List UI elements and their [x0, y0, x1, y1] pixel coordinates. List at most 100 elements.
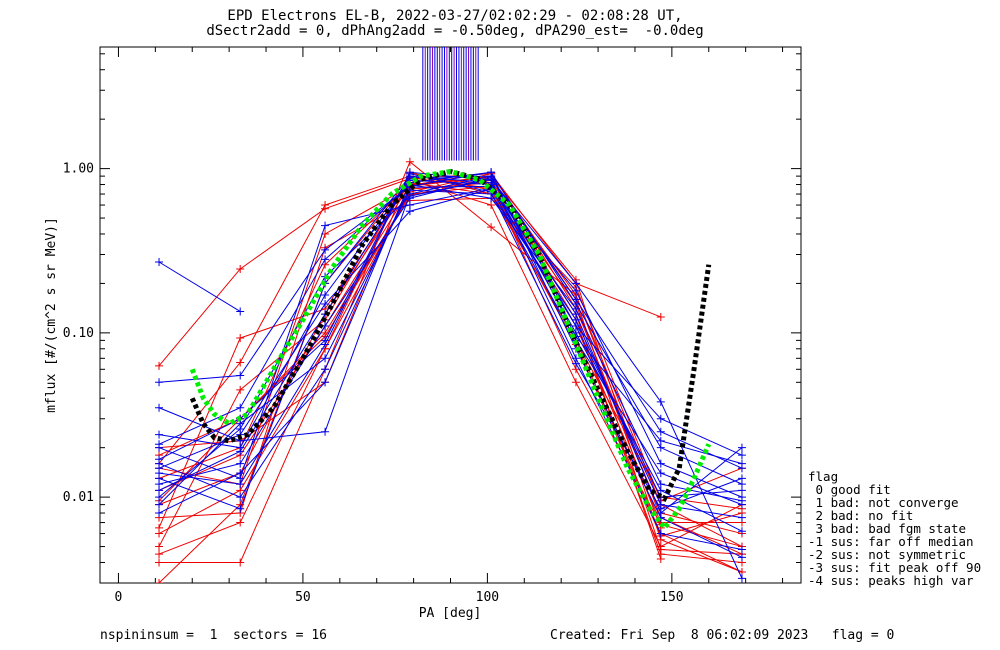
blue-series-point	[737, 513, 746, 522]
red-series-point	[405, 157, 414, 166]
blue-series-point	[236, 307, 245, 316]
blue-series-point	[737, 486, 746, 495]
blue-series-point	[571, 295, 580, 304]
blue-series-point	[155, 378, 164, 387]
blue-series-point	[155, 430, 164, 439]
red-series-point	[571, 378, 580, 387]
blue-series-point	[321, 255, 330, 264]
fit-curve-green	[189, 168, 712, 532]
blue-series-point	[155, 500, 164, 509]
chart-title-line1: EPD Electrons EL-B, 2022-03-27/02:02:29 …	[227, 8, 683, 24]
legend-item: -4 sus: peaks high var	[808, 573, 974, 588]
blue-series-point	[737, 574, 746, 583]
blue-series-point	[236, 493, 245, 502]
blue-series-line	[158, 175, 743, 491]
blue-series-point	[656, 529, 665, 538]
flag-legend: flag 0 good fit 1 bad: not converge 2 ba…	[808, 470, 981, 587]
blue-series-line	[158, 183, 743, 502]
blue-series-line	[158, 261, 241, 312]
legend-title: flag	[808, 469, 839, 484]
blue-series-point	[571, 286, 580, 295]
blue-series-point	[405, 192, 414, 201]
blue-series-point	[737, 451, 746, 460]
blue-series-point	[155, 493, 164, 502]
blue-series-point	[656, 504, 665, 513]
red-series-point	[487, 223, 496, 232]
blue-series-point	[155, 258, 164, 267]
blue-series-point	[155, 486, 164, 495]
red-series-point	[155, 550, 164, 559]
blue-series-line	[158, 173, 743, 510]
red-series-point	[487, 201, 496, 210]
blue-series-point	[571, 279, 580, 288]
red-series-point	[656, 554, 665, 563]
footer-right: Created: Fri Sep 8 06:02:09 2023 flag = …	[550, 628, 895, 643]
blue-series-point	[321, 245, 330, 254]
blue-series-line	[158, 185, 743, 498]
data-layer	[155, 47, 746, 583]
blue-series-point	[737, 545, 746, 554]
blue-series-line	[158, 189, 743, 519]
red-series-line	[159, 197, 743, 519]
red-series-point	[236, 358, 245, 367]
x-tick-label: 100	[476, 590, 499, 605]
red-series-point	[236, 518, 245, 527]
blue-series-point	[321, 340, 330, 349]
blue-series-point	[571, 304, 580, 313]
x-tick-label: 150	[660, 590, 683, 605]
blue-series-line	[158, 175, 743, 456]
blue-series-point	[487, 175, 496, 184]
blue-series-point	[155, 469, 164, 478]
blue-series-point	[236, 459, 245, 468]
x-tick-label: 50	[295, 590, 311, 605]
red-series-line	[158, 175, 743, 548]
blue-series-point	[155, 509, 164, 518]
chart-title-line2: dSectr2add = 0, dPhAng2add = -0.50deg, d…	[206, 23, 704, 39]
blue-series-point	[321, 378, 330, 387]
legend-item: 0 good fit	[808, 482, 891, 497]
red-series-point	[236, 385, 245, 394]
blue-series-point	[737, 474, 746, 483]
red-series-line	[158, 182, 743, 529]
red-series-line	[158, 182, 743, 563]
blue-series-point	[571, 322, 580, 331]
blue-series-point	[656, 443, 665, 452]
blue-series-point	[405, 169, 414, 178]
legend-item: -1 sus: far off median	[808, 534, 974, 549]
blue-series-point	[656, 436, 665, 445]
blue-series-line	[158, 177, 743, 485]
red-series-point	[321, 201, 330, 210]
blue-series-point	[737, 443, 746, 452]
blue-series-point	[236, 424, 245, 433]
red-series-point	[155, 579, 164, 583]
blue-series-point	[656, 480, 665, 489]
blue-series-point	[155, 459, 164, 468]
blue-series-point	[236, 480, 245, 489]
x-tick-label: 0	[115, 590, 123, 605]
blue-series-point	[737, 496, 746, 505]
blue-series-point	[656, 459, 665, 468]
footer-left: nspininsum = 1 sectors = 16	[100, 628, 327, 643]
red-series-point	[236, 558, 245, 567]
axis-ticks	[100, 47, 801, 584]
red-series-point	[155, 361, 164, 370]
legend-item: -3 sus: fit peak off 90	[808, 560, 982, 575]
legend-item: 2 bad: no fit	[808, 508, 914, 523]
blue-series-point	[321, 427, 330, 436]
blue-series-point	[571, 359, 580, 368]
red-series-point	[155, 542, 164, 551]
blue-series-line	[158, 187, 743, 506]
blue-series-point	[321, 365, 330, 374]
blue-series-point	[737, 459, 746, 468]
blue-series-point	[155, 403, 164, 412]
legend-item: -2 sus: not symmetric	[808, 547, 967, 562]
blue-series-point	[236, 403, 245, 412]
x-axis-label: PA [deg]	[419, 606, 482, 621]
red-series-point	[236, 334, 245, 343]
blue-series-point	[737, 527, 746, 536]
red-series-point	[656, 545, 665, 554]
legend-item: 1 bad: not converge	[808, 495, 959, 510]
tick-labels: 0 50 100 150 0.01 0.10 1.00	[63, 162, 684, 605]
blue-series-point	[405, 207, 414, 216]
